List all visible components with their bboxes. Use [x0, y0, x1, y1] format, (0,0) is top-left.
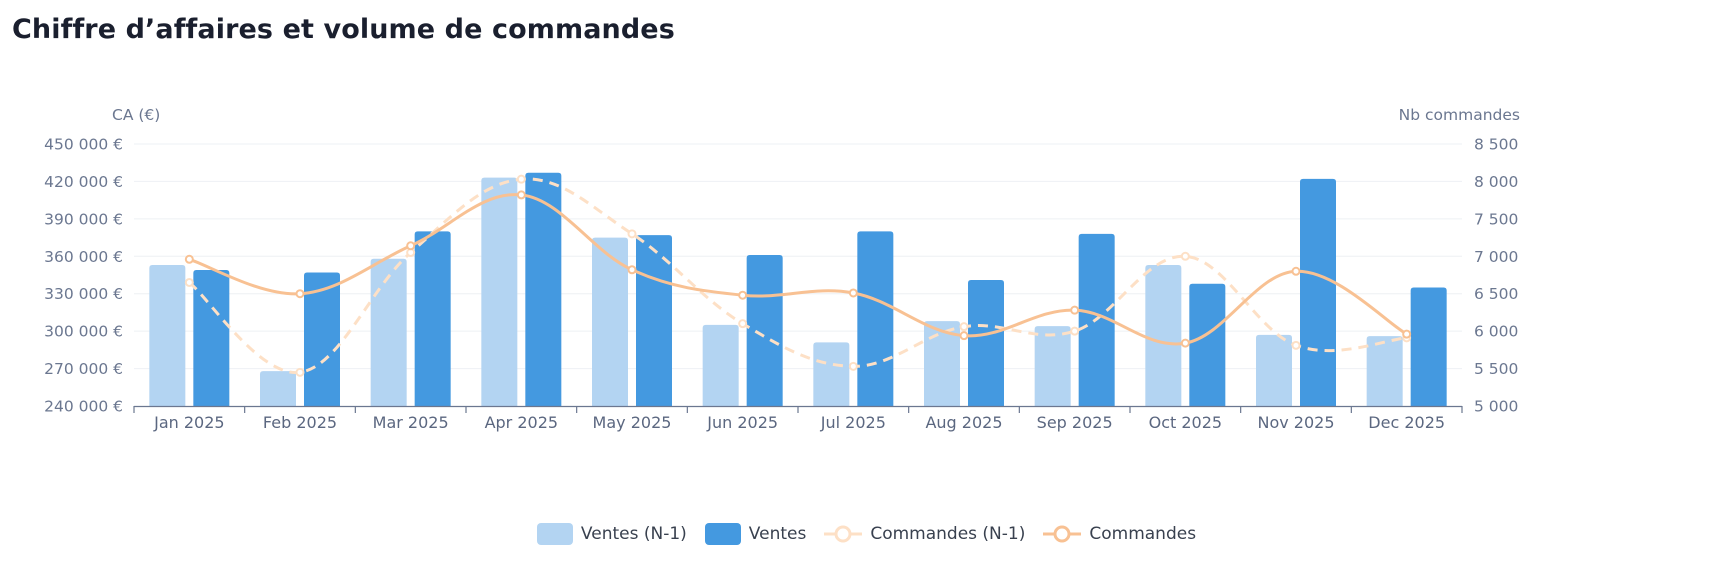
x-tick-label: Nov 2025 [1257, 413, 1334, 432]
point-commandes-n1 [738, 319, 748, 329]
bar-ventes [968, 279, 1004, 406]
point-commandes-n1 [184, 277, 194, 287]
y-right-tick-label: 5 000 [1474, 398, 1518, 416]
bar-ventes-n1 [149, 265, 186, 406]
bar-ventes-n1 [481, 177, 518, 406]
y-left-axis-title: CA (€) [112, 106, 160, 124]
bar-ventes [193, 270, 230, 406]
point-commandes-n1 [1180, 251, 1190, 261]
legend-swatch-ventes-n1 [536, 523, 573, 545]
y-left-tick-label: 300 000 € [44, 323, 123, 341]
x-tick-label: May 2025 [593, 413, 672, 432]
x-tick-label: Jun 2025 [706, 413, 778, 432]
legend-item-ventes-n1[interactable]: Ventes (N-1) [536, 523, 687, 545]
x-tick-label: Oct 2025 [1149, 413, 1222, 432]
x-tick-label: Dec 2025 [1368, 413, 1445, 432]
legend: Ventes (N-1) Ventes Commandes (N-1) Comm… [0, 520, 1733, 548]
y-right-tick-label: 6 500 [1474, 285, 1518, 303]
legend-label-ventes-n1: Ventes (N-1) [580, 524, 687, 544]
bar-ventes [1410, 287, 1447, 406]
point-commandes [1402, 329, 1412, 339]
x-tick-label: Jan 2025 [153, 413, 224, 432]
y-left-tick-label: 240 000 € [44, 398, 123, 416]
x-tick-label: Aug 2025 [925, 413, 1002, 432]
bar-ventes-n1 [924, 321, 960, 406]
point-commandes [1291, 266, 1301, 276]
point-commandes [184, 254, 194, 264]
point-commandes [406, 241, 416, 251]
point-commandes [516, 190, 526, 200]
point-commandes [1180, 338, 1190, 348]
x-tick-label: Feb 2025 [263, 413, 337, 432]
point-commandes-n1 [1070, 326, 1080, 336]
x-tick-label: Mar 2025 [373, 413, 449, 432]
bar-ventes [414, 231, 451, 406]
line-commandes-n1 [188, 177, 1407, 374]
point-commandes-n1 [1291, 340, 1301, 350]
point-commandes-n1 [959, 322, 969, 332]
y-right-tick-label: 7 500 [1474, 210, 1518, 228]
bar-ventes [857, 231, 894, 406]
legend-swatch-ventes [704, 523, 741, 545]
point-commandes [1070, 305, 1080, 315]
bar-ventes-n1 [1034, 326, 1071, 406]
lines-layer [184, 174, 1412, 377]
chart-title: Chiffre d’affaires et volume de commande… [12, 14, 675, 45]
bar-ventes-n1 [702, 324, 739, 406]
y-left-tick-label: 270 000 € [44, 360, 123, 378]
bar-ventes [525, 172, 562, 406]
y-left-tick-label: 330 000 € [44, 285, 123, 303]
point-commandes-n1 [295, 367, 305, 377]
legend-item-ventes[interactable]: Ventes [704, 523, 807, 545]
bar-ventes-n1 [1145, 265, 1182, 406]
bar-ventes [1189, 283, 1226, 406]
x-tick-label: Jul 2025 [820, 413, 886, 432]
combo-chart: 240 000 € 270 000 € 300 000 € 330 000 € 360 … [44, 106, 1520, 432]
legend-label-commandes-n1: Commandes (N-1) [870, 524, 1026, 544]
bar-ventes-n1 [1366, 336, 1403, 406]
legend-item-commandes[interactable]: Commandes [1043, 523, 1196, 545]
point-commandes [627, 265, 637, 275]
y-left-tick-label: 360 000 € [44, 248, 123, 266]
point-commandes-n1 [848, 361, 858, 371]
axes-layer: 240 000 € 270 000 € 300 000 € 330 000 € 360 … [44, 106, 1520, 432]
bar-ventes [636, 235, 672, 406]
point-commandes [295, 289, 305, 299]
bar-ventes [304, 272, 340, 406]
point-commandes [738, 290, 748, 300]
bar-ventes-n1 [260, 371, 296, 406]
y-right-tick-label: 6 000 [1474, 323, 1518, 341]
legend-label-commandes: Commandes [1089, 524, 1197, 544]
y-left-tick-label: 450 000 € [44, 136, 123, 154]
point-commandes-n1 [516, 174, 526, 184]
y-right-tick-label: 7 000 [1474, 248, 1518, 266]
bar-ventes [1300, 178, 1336, 406]
y-right-tick-label: 8 500 [1474, 136, 1518, 154]
legend-line-commandes [1043, 525, 1082, 543]
legend-item-commandes-n1[interactable]: Commandes (N-1) [824, 523, 1025, 545]
point-commandes [959, 331, 969, 341]
line-commandes [188, 193, 1408, 346]
point-commandes-n1 [627, 229, 637, 239]
bar-ventes-n1 [592, 237, 628, 406]
bar-ventes-n1 [813, 342, 850, 406]
point-commandes [848, 288, 858, 298]
x-tick-label: Sep 2025 [1037, 413, 1113, 432]
x-tick-label: Apr 2025 [485, 413, 558, 432]
bar-ventes-n1 [1256, 334, 1292, 406]
legend-label-ventes: Ventes [748, 524, 807, 544]
y-right-tick-label: 8 000 [1474, 173, 1518, 191]
bar-ventes-n1 [370, 258, 407, 406]
y-right-axis-title: Nb commandes [1399, 106, 1520, 124]
bar-ventes [746, 255, 783, 406]
bars-layer [149, 172, 1447, 406]
y-left-tick-label: 390 000 € [44, 210, 123, 228]
y-left-tick-label: 420 000 € [44, 173, 123, 191]
legend-line-commandes-n1 [824, 525, 863, 543]
y-right-tick-label: 5 500 [1474, 360, 1518, 378]
